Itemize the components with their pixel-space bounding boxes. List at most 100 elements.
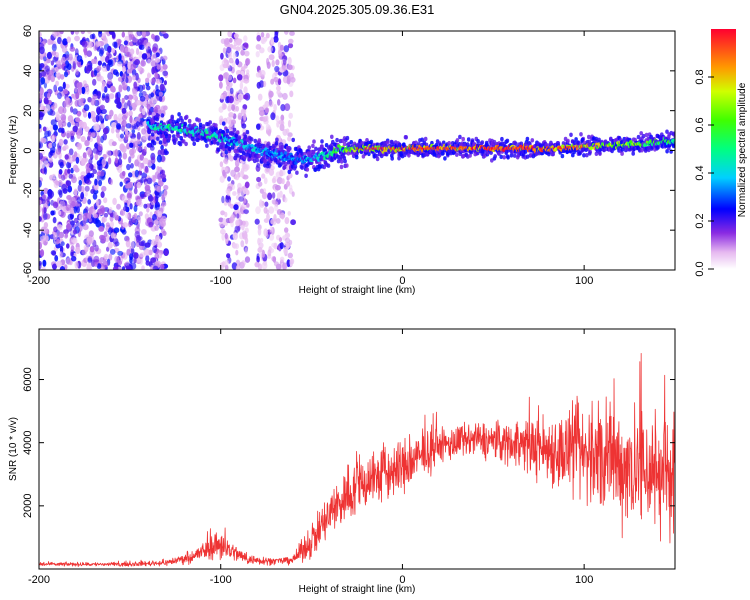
ridge-halo [566, 138, 570, 144]
noise-blob [78, 120, 85, 129]
noise-blob [39, 180, 42, 188]
noise-blob [63, 65, 69, 72]
noise-blob [50, 210, 55, 216]
ridge-halo [345, 135, 350, 141]
noise-blob [126, 85, 131, 92]
noise-blob [102, 35, 107, 41]
noise-blob [65, 54, 70, 61]
noise-blob [53, 232, 58, 241]
ridge-halo [167, 134, 172, 139]
noise-blob [275, 218, 281, 224]
noise-blob [237, 112, 243, 120]
noise-blob [267, 192, 273, 201]
noise-blob [103, 212, 109, 218]
noise-blob [69, 130, 76, 136]
spectrogram-xlabel: Height of straight line (km) [299, 285, 416, 296]
noise-blob [76, 55, 83, 62]
ridge-halo [277, 159, 281, 164]
noise-blob [131, 214, 136, 221]
ridge-halo [275, 137, 279, 142]
noise-blob [117, 250, 124, 256]
noise-blob [222, 47, 227, 54]
noise-blob [121, 107, 127, 114]
noise-blob [224, 166, 229, 172]
noise-blob [58, 231, 65, 239]
noise-blob [151, 97, 158, 104]
ridge-halo [158, 140, 163, 145]
noise-blob [121, 266, 126, 270]
noise-blob [108, 206, 113, 214]
snr-ytick-label: 4000 [22, 430, 34, 454]
noise-blob [103, 217, 107, 223]
noise-blob [242, 188, 248, 195]
ridge-halo [224, 149, 229, 155]
noise-blob [220, 228, 226, 235]
noise-blob [232, 77, 237, 84]
ridge-halo [284, 161, 288, 167]
noise-blob [129, 148, 135, 156]
noise-blob [150, 156, 156, 165]
noise-blob [154, 72, 159, 79]
noise-blob [124, 95, 129, 100]
ridge-halo [172, 134, 176, 139]
noise-blob [143, 248, 150, 256]
spectrogram-marks [39, 31, 675, 270]
noise-blob [257, 181, 263, 187]
noise-blob [145, 191, 151, 197]
noise-blob [93, 163, 97, 170]
ridge-halo [171, 119, 176, 125]
noise-blob [259, 80, 265, 88]
ridge-halo [163, 137, 167, 142]
noise-blob [267, 249, 272, 257]
snr-ylabel: SNR (10 * v/v) [8, 417, 19, 481]
noise-blob [228, 95, 234, 104]
noise-blob [39, 205, 42, 213]
noise-blob [236, 213, 240, 219]
noise-blob [163, 148, 168, 154]
ridge-halo [225, 128, 230, 134]
noise-blob [66, 257, 72, 265]
noise-blob [144, 184, 151, 191]
noise-blob [75, 156, 80, 164]
noise-blob [237, 187, 242, 194]
noise-blob [109, 248, 116, 255]
ridge-halo [243, 155, 247, 160]
noise-blob [270, 78, 275, 85]
noise-blob [284, 237, 291, 243]
noise-blob [262, 80, 267, 88]
ridge-halo [156, 136, 160, 141]
noise-blob [98, 226, 105, 232]
noise-blob [57, 86, 64, 92]
noise-blob [56, 239, 60, 244]
noise-blob [66, 161, 72, 169]
spec-ytick-label: 20 [22, 105, 34, 117]
noise-blob [70, 106, 74, 113]
ridge-halo [181, 139, 186, 144]
noise-blob [274, 31, 279, 39]
ridge-peak [393, 147, 397, 150]
noise-blob [122, 222, 129, 228]
noise-blob [290, 219, 296, 226]
noise-blob [284, 227, 289, 233]
ridge-halo [177, 112, 181, 117]
noise-blob [158, 96, 163, 102]
ridge-halo [230, 131, 234, 136]
noise-blob [60, 210, 66, 218]
noise-blob [61, 47, 68, 53]
noise-blob [42, 259, 46, 267]
noise-blob [152, 213, 157, 222]
noise-blob [102, 260, 109, 268]
noise-blob [163, 105, 168, 111]
noise-blob [114, 157, 119, 164]
noise-blob [219, 161, 224, 168]
noise-blob [125, 123, 132, 129]
noise-blob [86, 50, 93, 57]
noise-blob [274, 184, 281, 191]
ridge-halo [367, 151, 371, 157]
noise-blob [42, 126, 47, 132]
noise-blob [131, 74, 137, 81]
ridge-halo [243, 140, 247, 146]
ridge-halo [263, 158, 267, 164]
noise-blob [244, 256, 251, 263]
noise-blob [288, 38, 294, 44]
